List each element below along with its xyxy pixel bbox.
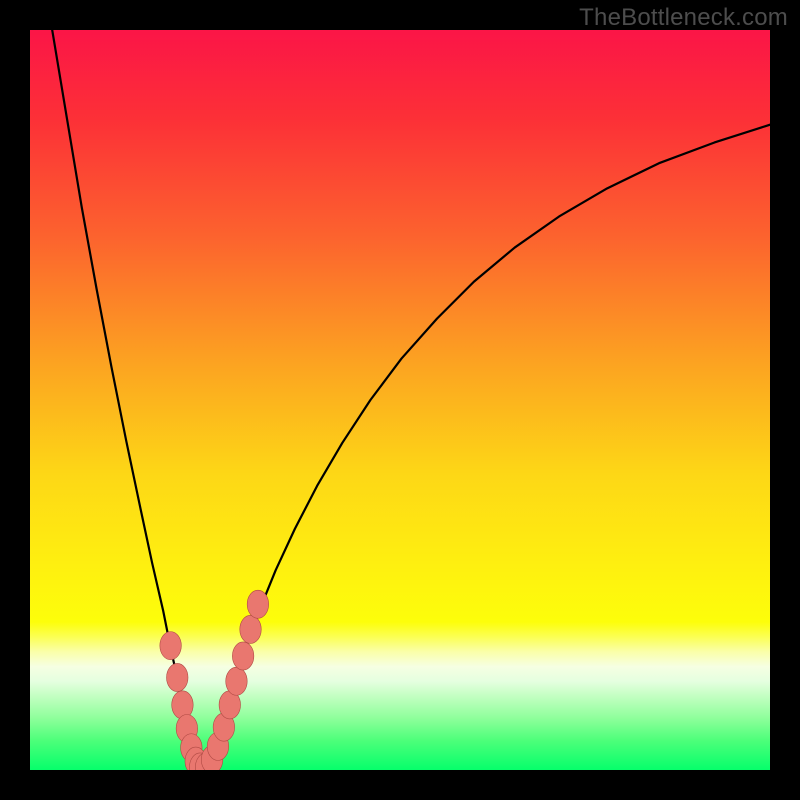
data-marker	[232, 642, 253, 670]
data-marker	[226, 667, 247, 695]
data-marker	[172, 691, 193, 719]
chart-root: TheBottleneck.com	[0, 0, 800, 800]
plot-svg	[30, 30, 770, 770]
plot-area	[30, 30, 770, 770]
data-marker	[160, 632, 181, 660]
data-marker	[240, 615, 261, 643]
data-marker	[167, 663, 188, 691]
bottleneck-curve	[52, 30, 770, 770]
data-marker	[247, 590, 268, 618]
marker-group	[160, 590, 269, 770]
watermark-text: TheBottleneck.com	[579, 4, 788, 32]
